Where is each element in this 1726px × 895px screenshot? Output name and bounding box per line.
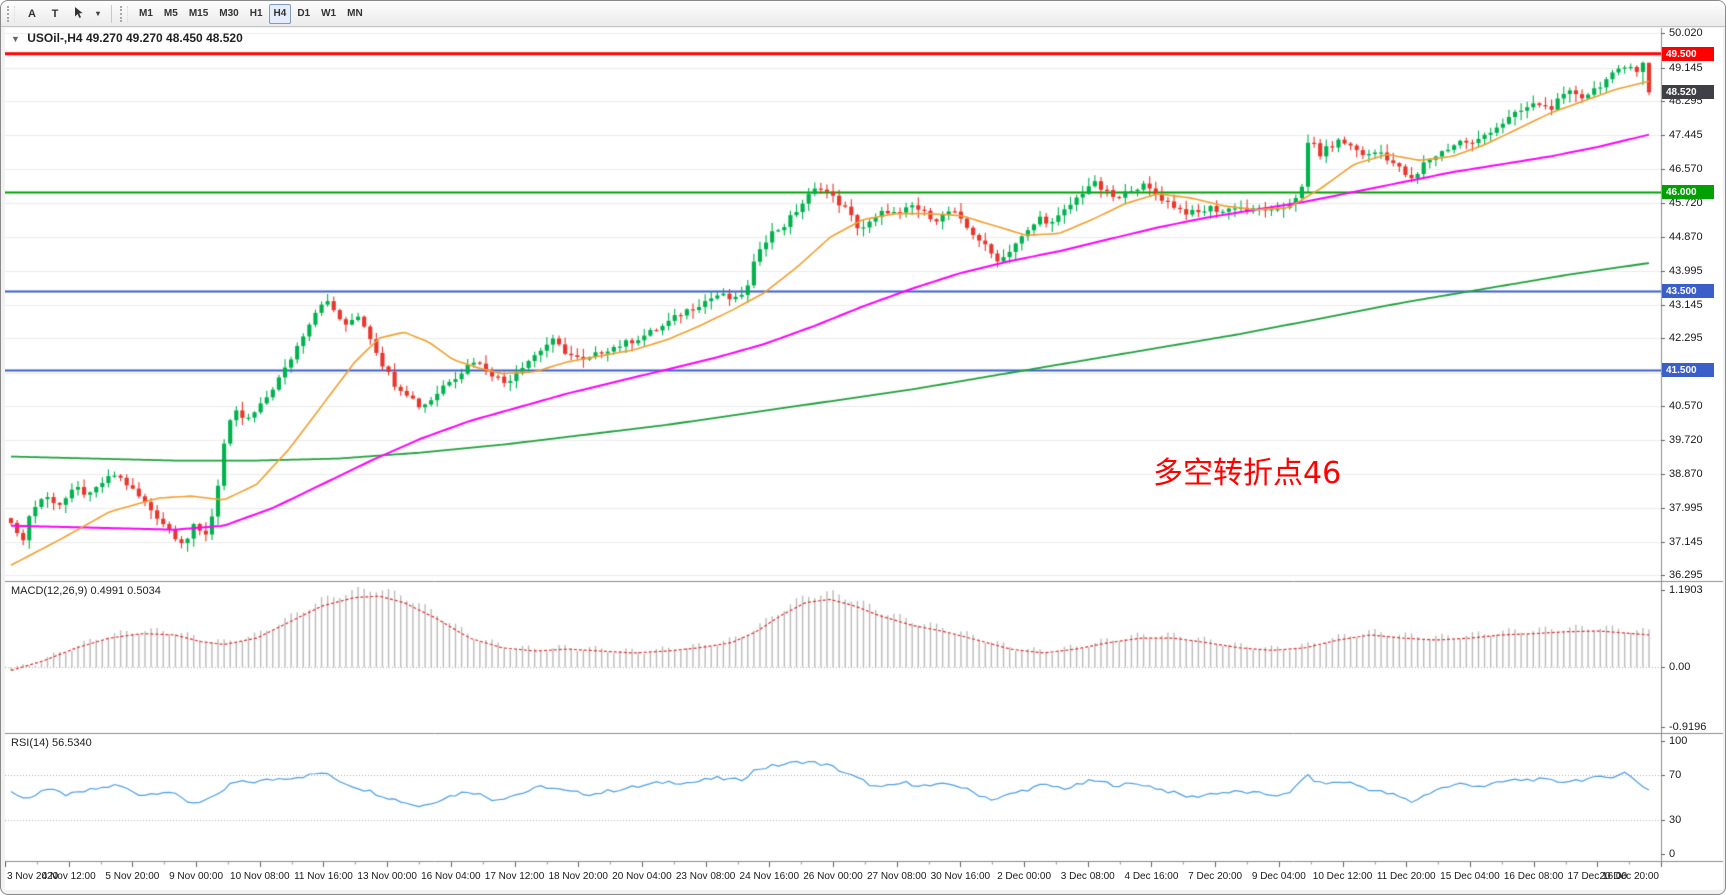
time-axis-label: 11 Dec 20:00 xyxy=(1376,871,1436,882)
price-level-tag: 49.500 xyxy=(1662,47,1714,61)
symbol-period-label: USOil-,H4 xyxy=(27,31,83,45)
price-axis-label: 37.145 xyxy=(1669,536,1703,548)
time-axis-label: 17 Nov 12:00 xyxy=(484,871,545,882)
macd-axis-label: 0.00 xyxy=(1669,661,1691,673)
timeframe-button-h4[interactable]: H4 xyxy=(268,3,292,24)
chart-ohlc-header: ▼ USOil-,H4 49.270 49.270 48.450 48.520 xyxy=(11,31,243,45)
pointer-tool-caret[interactable]: ▾ xyxy=(92,4,104,24)
time-axis-label: 5 Nov 20:00 xyxy=(105,871,160,882)
price-axis-label: 36.295 xyxy=(1669,569,1703,581)
time-axis-label: 23 Nov 08:00 xyxy=(675,871,736,882)
timeframe-grip[interactable] xyxy=(120,5,128,22)
timeframe-button-d1[interactable]: D1 xyxy=(292,4,315,24)
rsi-axis-label: 30 xyxy=(1669,814,1682,826)
time-axis-label: 10 Dec 12:00 xyxy=(1312,871,1373,882)
pointer-tool-button[interactable] xyxy=(68,4,90,24)
timeframe-button-w1[interactable]: W1 xyxy=(316,4,341,24)
time-axis-label: 30 Nov 16:00 xyxy=(930,871,991,882)
price-axis-label: 44.870 xyxy=(1669,231,1703,243)
price-axis-label: 40.570 xyxy=(1669,400,1703,412)
chart-canvas[interactable] xyxy=(5,28,1723,890)
time-axis-label: 20 Dec 20:00 xyxy=(1599,871,1660,882)
chart-annotation-text: 多空转折点46 xyxy=(1153,456,1342,491)
time-axis-label: 16 Nov 04:00 xyxy=(421,871,481,882)
time-axis-label: 9 Dec 04:00 xyxy=(1251,871,1306,882)
ohlc-values: 49.270 49.270 48.450 48.520 xyxy=(85,31,243,45)
collapse-icon[interactable]: ▼ xyxy=(11,34,20,44)
price-axis-label: 49.145 xyxy=(1669,62,1703,74)
macd-axis-label: -0.9196 xyxy=(1669,721,1707,733)
time-axis-label: 24 Nov 16:00 xyxy=(739,871,800,882)
price-level-tag: 46.000 xyxy=(1662,185,1714,199)
time-axis-label: 2 Dec 00:00 xyxy=(997,871,1052,882)
price-axis-label: 38.870 xyxy=(1669,468,1703,480)
price-level-tag: 41.500 xyxy=(1662,363,1714,377)
caret-down-icon: ▾ xyxy=(95,9,100,18)
rsi-axis-label: 100 xyxy=(1669,735,1688,747)
price-axis-label: 43.995 xyxy=(1669,265,1703,277)
macd-indicator-label: MACD(12,26,9) 0.4991 0.5034 xyxy=(11,585,161,597)
time-axis-label: 13 Nov 00:00 xyxy=(357,871,417,882)
price-level-tag: 43.500 xyxy=(1662,284,1714,298)
timeframe-button-m30[interactable]: M30 xyxy=(214,4,243,24)
time-axis-label: 26 Nov 00:00 xyxy=(803,871,863,882)
time-axis-label: 15 Dec 04:00 xyxy=(1440,871,1500,882)
price-axis-label: 47.445 xyxy=(1669,129,1703,141)
price-axis-label: 50.020 xyxy=(1669,28,1703,39)
timeframe-group: M1 M5 M15 M30 H1 H4 D1 W1 MN xyxy=(134,3,368,24)
time-axis-label: 9 Nov 00:00 xyxy=(169,871,224,882)
time-axis-label: 17 Dec 16:00 xyxy=(1567,871,1628,882)
time-axis-label: 3 Dec 08:00 xyxy=(1060,871,1115,882)
toolbar-separator xyxy=(111,4,112,23)
timeframe-button-mn[interactable]: MN xyxy=(342,4,368,24)
timeframe-button-m1[interactable]: M1 xyxy=(134,4,158,24)
time-axis-label: 16 Dec 08:00 xyxy=(1503,871,1564,882)
price-axis-label: 46.570 xyxy=(1669,163,1703,175)
time-axis-label: 11 Nov 16:00 xyxy=(294,871,353,882)
toolbar-grip[interactable] xyxy=(7,5,15,22)
price-axis-label: 37.995 xyxy=(1669,502,1703,514)
chart-area: ▼ USOil-,H4 49.270 49.270 48.450 48.520 … xyxy=(5,28,1723,890)
time-axis-label: 7 Dec 20:00 xyxy=(1188,871,1243,882)
timeframe-button-h1[interactable]: H1 xyxy=(245,4,268,24)
time-axis-label: 10 Nov 08:00 xyxy=(230,871,290,882)
time-axis-label: 4 Nov 12:00 xyxy=(41,871,96,882)
time-axis-label: 20 Nov 04:00 xyxy=(612,871,672,882)
time-axis-label: 3 Nov 2020 xyxy=(7,871,59,882)
price-axis-label: 39.720 xyxy=(1669,434,1703,446)
rsi-indicator-label: RSI(14) 56.5340 xyxy=(11,737,92,749)
time-axis-label: 4 Dec 16:00 xyxy=(1124,871,1179,882)
macd-axis-label: 1.1903 xyxy=(1669,584,1703,596)
text-tool-button[interactable]: T xyxy=(44,4,66,24)
time-axis-label: 27 Nov 08:00 xyxy=(866,871,927,882)
cursor-icon xyxy=(73,6,85,22)
timeframe-button-m15[interactable]: M15 xyxy=(184,4,213,24)
price-axis-label: 43.145 xyxy=(1669,299,1703,311)
rsi-axis-label: 70 xyxy=(1669,769,1682,781)
timeframe-button-m5[interactable]: M5 xyxy=(159,4,183,24)
annotation-tool-button[interactable]: A xyxy=(21,4,43,24)
time-axis-label: 18 Nov 20:00 xyxy=(548,871,608,882)
price-level-tag: 48.520 xyxy=(1662,85,1714,99)
rsi-axis-label: 0 xyxy=(1669,848,1676,860)
price-axis-label: 45.720 xyxy=(1669,197,1703,209)
price-axis-label: 42.295 xyxy=(1669,332,1703,344)
